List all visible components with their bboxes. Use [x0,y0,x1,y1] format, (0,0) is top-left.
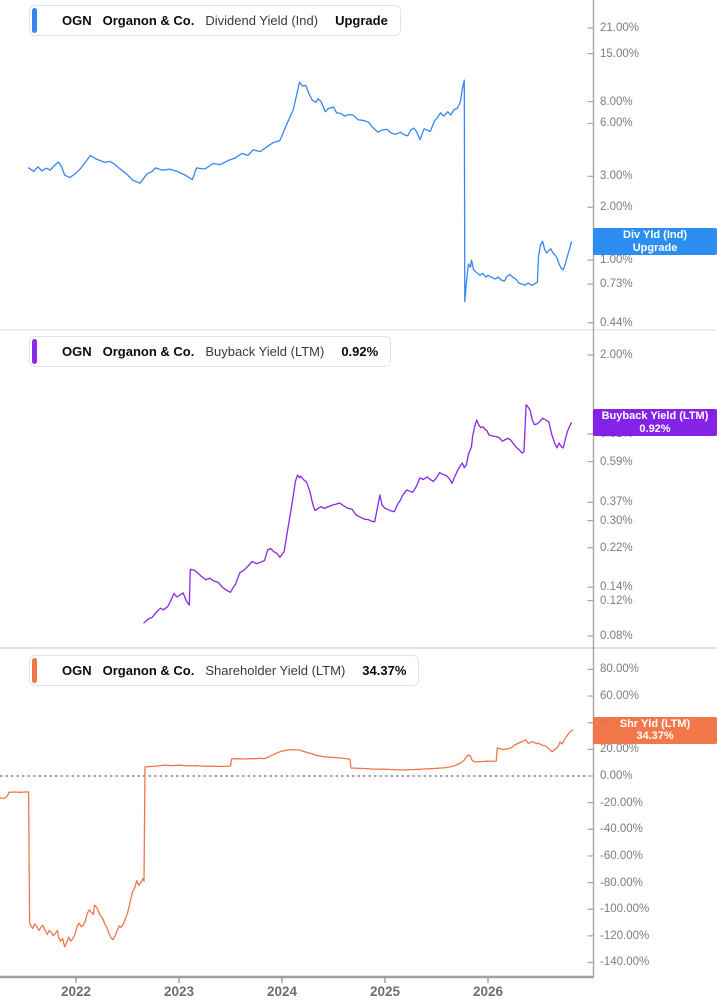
y-axis-tick-label: 20.00% [600,743,640,756]
series-badge-shareholder-yield: Shr Yld (LTM) 34.37% [593,716,717,744]
company-label: Organon & Co. [102,663,195,678]
y-axis-tick-label: 6.00% [600,117,633,130]
series-badge-dividend-yield: Div Yld (Ind) Upgrade [593,228,717,256]
ticker-label: OGN [62,344,92,359]
badge-value-label: 34.37% [636,730,674,743]
x-axis-year-label: 2022 [60,984,92,999]
y-axis-tick-label: 60.00% [600,690,640,703]
y-axis-tick-label: 0.30% [600,514,633,527]
y-axis-tick-label: -80.00% [600,876,643,889]
y-axis-tick-label: 21.00% [600,21,640,34]
y-axis-tick-label: 3.00% [600,170,633,183]
metric-value-label: 0.92% [341,344,379,359]
y-axis-tick-label: 0.08% [600,629,633,642]
y-axis-tick-label: 0.59% [600,455,633,468]
series-color-bar-blue [32,8,37,33]
buyback-yield-line [143,404,573,624]
ticker-label: OGN [62,13,92,28]
y-axis-tick-label: 0.73% [600,278,633,291]
ticker-label: OGN [62,663,92,678]
legend-chip-dividend-yield[interactable]: OGN Organon & Co. Dividend Yield (Ind) U… [29,5,401,36]
y-axis-tick-label: -20.00% [600,796,643,809]
series-color-bar-orange [32,658,37,683]
company-label: Organon & Co. [102,13,195,28]
series-badge-buyback-yield: Buyback Yield (LTM) 0.92% [593,409,717,437]
y-axis-tick-label: -40.00% [600,823,643,836]
y-axis-tick-label: -60.00% [600,849,643,862]
metric-label: Shareholder Yield (LTM) [205,663,346,678]
y-axis-tick-label: 2.00% [600,201,633,214]
legend-chip-shareholder-yield[interactable]: OGN Organon & Co. Shareholder Yield (LTM… [29,655,420,686]
y-axis-tick-label: 0.00% [600,770,633,782]
y-axis-tick-label: 0.22% [600,541,633,554]
dividend-yield-line [27,79,573,303]
badge-value-label: 0.92% [639,422,671,435]
shareholder-yield-line [0,729,574,948]
company-label: Organon & Co. [102,344,195,359]
metric-label: Buyback Yield (LTM) [205,344,325,359]
y-axis-tick-label: 0.44% [600,316,633,329]
badge-value-label: Upgrade [632,241,678,254]
y-axis-tick-label: 0.37% [600,496,633,509]
y-axis-tick-label: 80.00% [600,663,640,676]
metric-value-label: Upgrade [335,13,388,28]
y-axis-tick-label: 2.00% [600,348,633,361]
y-axis-tick-label: 0.12% [600,594,633,607]
y-axis-tick-label: -140.00% [600,956,650,969]
y-axis-tick-label: 0.14% [600,581,633,594]
x-axis-year-label: 2025 [369,984,401,999]
badge-metric-label: Buyback Yield (LTM) [601,410,709,423]
legend-chip-buyback-yield[interactable]: OGN Organon & Co. Buyback Yield (LTM) 0.… [29,336,392,367]
metric-label: Dividend Yield (Ind) [205,13,319,28]
x-axis-year-label: 2024 [266,984,298,999]
x-axis-year-label: 2023 [163,984,195,999]
series-color-bar-purple [32,339,37,364]
y-axis-tick-label: 8.00% [600,95,633,108]
badge-metric-label: Div Yld (Ind) [623,229,687,242]
y-axis-tick-label: -100.00% [600,903,650,916]
metric-value-label: 34.37% [362,663,407,678]
y-axis-tick-label: 15.00% [600,47,640,60]
x-axis-year-label: 2026 [472,984,504,999]
badge-metric-label: Shr Yld (LTM) [619,717,691,730]
y-axis-tick-label: 1.00% [600,254,633,267]
y-axis-tick-label: -120.00% [600,929,650,942]
